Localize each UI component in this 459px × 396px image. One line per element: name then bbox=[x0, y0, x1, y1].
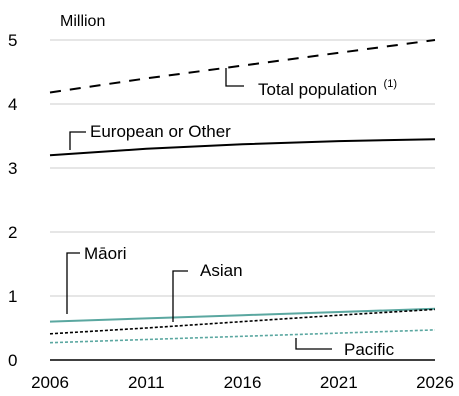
total-population-leader bbox=[225, 68, 244, 87]
total-population-footnote-mark: (1) bbox=[384, 78, 397, 90]
asian-leader bbox=[172, 270, 188, 322]
x-tick-label: 2006 bbox=[31, 373, 69, 392]
pacific-leader bbox=[295, 338, 332, 350]
total-population-label: Total population (1) bbox=[258, 78, 397, 99]
european-label: European or Other bbox=[90, 122, 231, 141]
pacific-label: Pacific bbox=[344, 340, 395, 359]
series-annotations: Total population (1) European or Other M… bbox=[66, 68, 397, 359]
asian-label: Asian bbox=[200, 261, 243, 280]
european-leader bbox=[69, 131, 86, 150]
y-axis-unit-label: Million bbox=[60, 13, 105, 30]
series-line-asian bbox=[49, 308, 436, 335]
gridlines bbox=[50, 39, 435, 297]
x-tick-label: 2026 bbox=[416, 373, 454, 392]
series-line-pacific bbox=[49, 329, 436, 344]
series-line-total-population bbox=[49, 39, 436, 94]
maori-leader bbox=[66, 252, 80, 314]
y-tick-label: 5 bbox=[8, 31, 17, 50]
total-population-label-text: Total population bbox=[258, 80, 377, 99]
maori-label: Māori bbox=[84, 244, 127, 263]
y-tick-label: 3 bbox=[8, 159, 17, 178]
y-tick-label: 1 bbox=[8, 287, 17, 306]
x-tick-label: 2021 bbox=[320, 373, 358, 392]
x-tick-label: 2011 bbox=[128, 373, 165, 392]
x-tick-label: 2016 bbox=[224, 373, 262, 392]
y-tick-label: 2 bbox=[8, 223, 17, 242]
tick-labels: 0 1 2 3 4 5 2006 2011 2016 2021 2026 bbox=[8, 31, 454, 392]
y-tick-label: 0 bbox=[8, 351, 17, 370]
axes: Million bbox=[50, 13, 435, 361]
series-line-european-or-other bbox=[49, 138, 436, 157]
series-line-m-ori bbox=[49, 307, 436, 323]
series-lines bbox=[49, 39, 436, 344]
y-tick-label: 4 bbox=[8, 95, 17, 114]
